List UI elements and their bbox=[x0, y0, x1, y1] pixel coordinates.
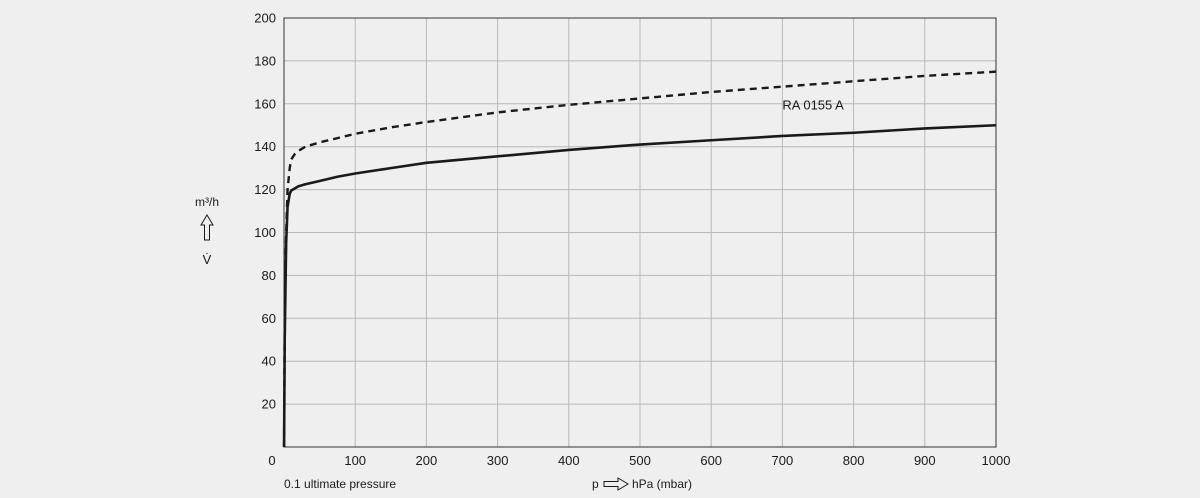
x-tick-label: 200 bbox=[416, 453, 438, 468]
x-axis-symbol: p bbox=[592, 477, 599, 491]
y-axis-unit: m³/h bbox=[195, 195, 219, 209]
x-tick-label: 800 bbox=[843, 453, 865, 468]
x-axis-unit: hPa (mbar) bbox=[632, 477, 692, 491]
y-tick-label: 180 bbox=[254, 53, 276, 68]
y-tick-label: 40 bbox=[262, 354, 276, 369]
chart-grid bbox=[284, 18, 996, 447]
y-axis-symbol: V̇ bbox=[203, 252, 212, 267]
x-axis-note: 0.1 ultimate pressure bbox=[284, 477, 396, 491]
right-arrow-icon bbox=[603, 477, 629, 491]
y-tick-label: 100 bbox=[254, 225, 276, 240]
y-tick-label: 80 bbox=[262, 268, 276, 283]
plot-frame bbox=[283, 17, 997, 448]
origin-tick-label: 0 bbox=[268, 453, 275, 468]
y-tick-label: 200 bbox=[254, 11, 276, 26]
x-tick-label: 100 bbox=[344, 453, 366, 468]
x-tick-label: 400 bbox=[558, 453, 580, 468]
x-tick-label: 700 bbox=[772, 453, 794, 468]
x-tick-label: 300 bbox=[487, 453, 509, 468]
series-line-dashed bbox=[282, 70, 997, 448]
y-tick-label: 20 bbox=[262, 397, 276, 412]
x-tick-label: 1000 bbox=[982, 453, 1011, 468]
x-tick-labels: 100 200 300 400 500 600 700 800 900 1000 bbox=[344, 453, 1010, 468]
y-tick-label: 60 bbox=[262, 311, 276, 326]
y-tick-labels: 20 40 60 80 100 120 140 160 180 200 bbox=[254, 11, 276, 412]
y-tick-label: 120 bbox=[254, 182, 276, 197]
up-arrow-icon bbox=[200, 214, 214, 241]
y-tick-label: 160 bbox=[254, 96, 276, 111]
series-layer: RA 0155 A bbox=[282, 70, 997, 448]
x-tick-label: 500 bbox=[629, 453, 651, 468]
x-tick-label: 900 bbox=[914, 453, 936, 468]
x-axis-label: p hPa (mbar) bbox=[592, 477, 692, 491]
x-tick-label: 600 bbox=[700, 453, 722, 468]
series-label: RA 0155 A bbox=[782, 97, 844, 112]
series-line-solid bbox=[282, 123, 997, 448]
y-axis-label: m³/h V̇ bbox=[195, 195, 219, 267]
y-tick-label: 140 bbox=[254, 139, 276, 154]
